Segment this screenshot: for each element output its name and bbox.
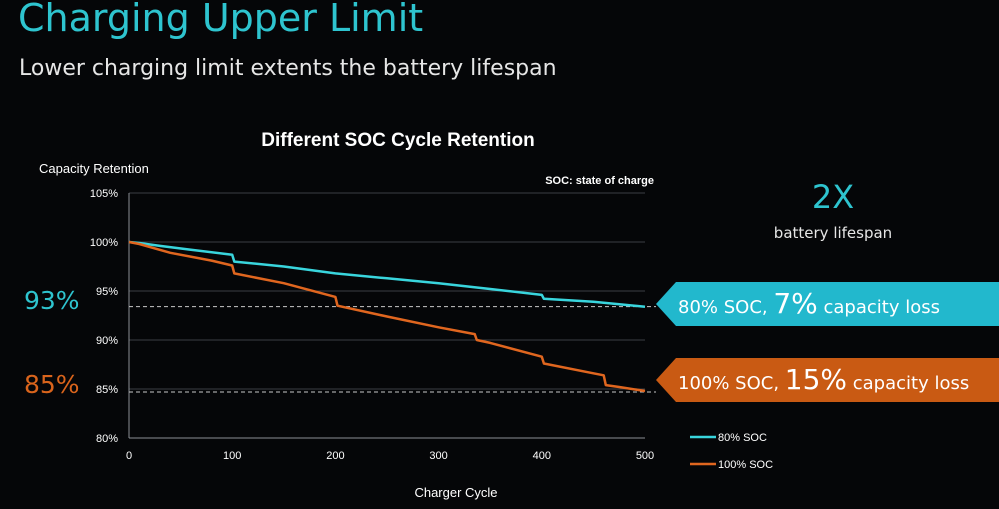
callout-cyan: 80% SOC, 7% capacity loss — [656, 282, 998, 326]
callout-orange-pre: 100% SOC, — [678, 373, 785, 394]
y-tick-label: 95% — [96, 286, 118, 298]
callout-orange-big: 15% — [784, 363, 848, 396]
retention-93-text: 93% — [24, 286, 80, 315]
legend-label: 80% SOC — [718, 432, 767, 444]
y-tick-label: 80% — [96, 433, 118, 445]
x-tick-label: 0 — [126, 450, 132, 462]
x-tick-label: 500 — [636, 450, 654, 462]
y-tick-label: 105% — [90, 188, 118, 200]
callout-cyan-big: 7% — [773, 287, 818, 320]
lifespan-label: battery lifespan — [773, 224, 893, 242]
retention-85-text: 85% — [24, 370, 80, 399]
slide-subtitle: Lower charging limit extents the battery… — [19, 56, 557, 81]
x-tick-label: 200 — [326, 450, 344, 462]
series-line-80-soc — [128, 240, 646, 308]
x-tick-label: 400 — [533, 450, 551, 462]
series-line-100-soc — [128, 240, 646, 393]
y-tick-label: 100% — [90, 237, 118, 249]
x-axis-label: Charger Cycle — [414, 485, 497, 500]
slide-title: Charging Upper Limit — [18, 0, 424, 40]
chart-title: Different SOC Cycle Retention — [261, 130, 534, 151]
y-tick-label: 90% — [96, 335, 118, 347]
callout-orange: 100% SOC, 15% capacity loss — [656, 358, 998, 402]
x-tick-label: 300 — [429, 450, 447, 462]
legend-label: 100% SOC — [718, 459, 773, 471]
callout-orange-post: capacity loss — [847, 373, 970, 394]
y-tick-label: 85% — [96, 384, 118, 396]
y-axis-label: Capacity Retention — [39, 161, 149, 176]
retention-label-85: 85% — [24, 370, 80, 399]
callout-cyan-pre: 80% SOC, — [678, 297, 774, 318]
callout-cyan-post: capacity loss — [817, 297, 940, 318]
twox-label: 2X — [811, 178, 855, 216]
retention-label-93: 93% — [24, 286, 80, 315]
soc-annotation: SOC: state of charge — [545, 175, 654, 187]
x-tick-label: 100 — [223, 450, 241, 462]
